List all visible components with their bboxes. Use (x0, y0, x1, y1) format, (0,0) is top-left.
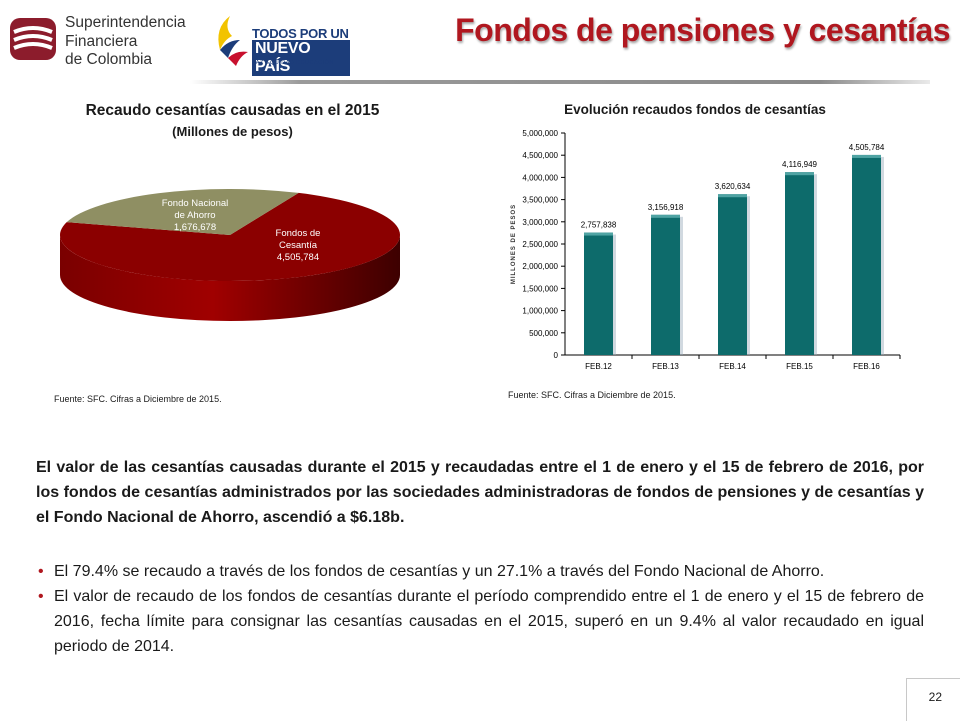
bar-top-highlight (852, 154, 881, 158)
y-axis-label: MILLONES DE PESOS (511, 204, 517, 284)
bar (651, 214, 680, 355)
pie-chart-title: Recaudo cesantías causadas en el 2015 (85, 102, 380, 119)
y-tick-label: 4,000,000 (522, 173, 558, 182)
bar-source-note: Fuente: SFC. Cifras a Diciembre de 2015. (508, 390, 676, 400)
pie-chart (60, 189, 400, 321)
colombia-flag-swoosh-icon (218, 16, 248, 66)
y-tick-label: 2,000,000 (522, 262, 558, 271)
pie-slice-fondo-nacional-ahorro (66, 189, 299, 235)
bar-top-highlight (785, 172, 814, 176)
page-number: 22 (928, 690, 942, 704)
y-tick-label: 2,500,000 (522, 240, 558, 249)
bullet-list: • El 79.4% se recaudo a través de los fon… (36, 559, 924, 659)
pie-slice-fondos-cesantia (60, 192, 400, 281)
slogan-line-2: NUEVO PAÍS (252, 40, 350, 76)
summary-paragraph: El valor de las cesantías causadas duran… (36, 459, 924, 526)
bar-value-label: 4,505,784 (849, 143, 885, 152)
page-title: Fondos de pensiones y cesantías (455, 12, 950, 48)
slogan-line-3: PAZ EQUIDAD EDUCACIÓN (252, 60, 334, 66)
pie-side-wall (60, 235, 400, 321)
page-number-box (906, 678, 960, 721)
x-tick-label: FEB.12 (585, 362, 612, 371)
y-tick-label: 5,000,000 (522, 129, 558, 138)
pie-label-fondos: Fondos de Cesantía 4,505,784 (275, 228, 321, 263)
x-tick-label: FEB.13 (652, 362, 679, 371)
x-tick-label: FEB.16 (853, 362, 880, 371)
bar (785, 172, 814, 355)
header-divider (190, 80, 930, 84)
bar (584, 232, 613, 355)
y-tick-label: 0 (554, 351, 559, 360)
slogan-line-1: TODOS POR UN (252, 26, 349, 41)
bullet-item: • El valor de recaudo de los fondos de ce… (36, 584, 924, 659)
bar-value-label: 3,620,634 (715, 182, 751, 191)
y-tick-label: 4,500,000 (522, 151, 558, 160)
bar-value-label: 4,116,949 (782, 160, 818, 169)
bullet-icon: • (38, 563, 44, 580)
org-name: Superintendencia Financiera de Colombia (65, 14, 186, 68)
x-tick-label: FEB.15 (786, 362, 813, 371)
bar-value-label: 2,757,838 (581, 221, 617, 230)
bar (852, 154, 881, 355)
bar-top-highlight (584, 232, 613, 236)
bar-top-highlight (651, 214, 680, 218)
pie-chart-subtitle: (Millones de pesos) (172, 124, 293, 139)
bar-chart: 0 500,000 1,000,000 1,500,000 2,000,000 2,500… (511, 129, 901, 371)
bar-value-label: 3,156,918 (648, 203, 684, 212)
bar-top-highlight (718, 194, 747, 198)
y-tick-label: 3,000,000 (522, 218, 558, 227)
sfc-emblem-icon (10, 18, 56, 60)
x-tick-label: FEB.14 (719, 362, 746, 371)
y-tick-label: 3,500,000 (522, 196, 558, 205)
sfc-logo: Superintendencia Financiera de Colombia (8, 12, 188, 70)
pie-source-note: Fuente: SFC. Cifras a Diciembre de 2015. (54, 394, 222, 404)
bullet-item: • El 79.4% se recaudo a través de los fon… (36, 559, 924, 584)
bullet-icon: • (38, 588, 44, 605)
y-tick-label: 500,000 (529, 329, 558, 338)
todos-por-un-nuevo-pais-logo: TODOS POR UN NUEVO PAÍS PAZ EQUIDAD EDUC… (210, 10, 350, 76)
y-tick-label: 1,000,000 (522, 307, 558, 316)
bar-chart-title: Evolución recaudos fondos de cesantías (564, 102, 826, 117)
y-tick-label: 1,500,000 (522, 284, 558, 293)
bar (718, 194, 747, 355)
pie-label-fna: Fondo Nacional de Ahorro 1,676,678 (161, 198, 229, 233)
